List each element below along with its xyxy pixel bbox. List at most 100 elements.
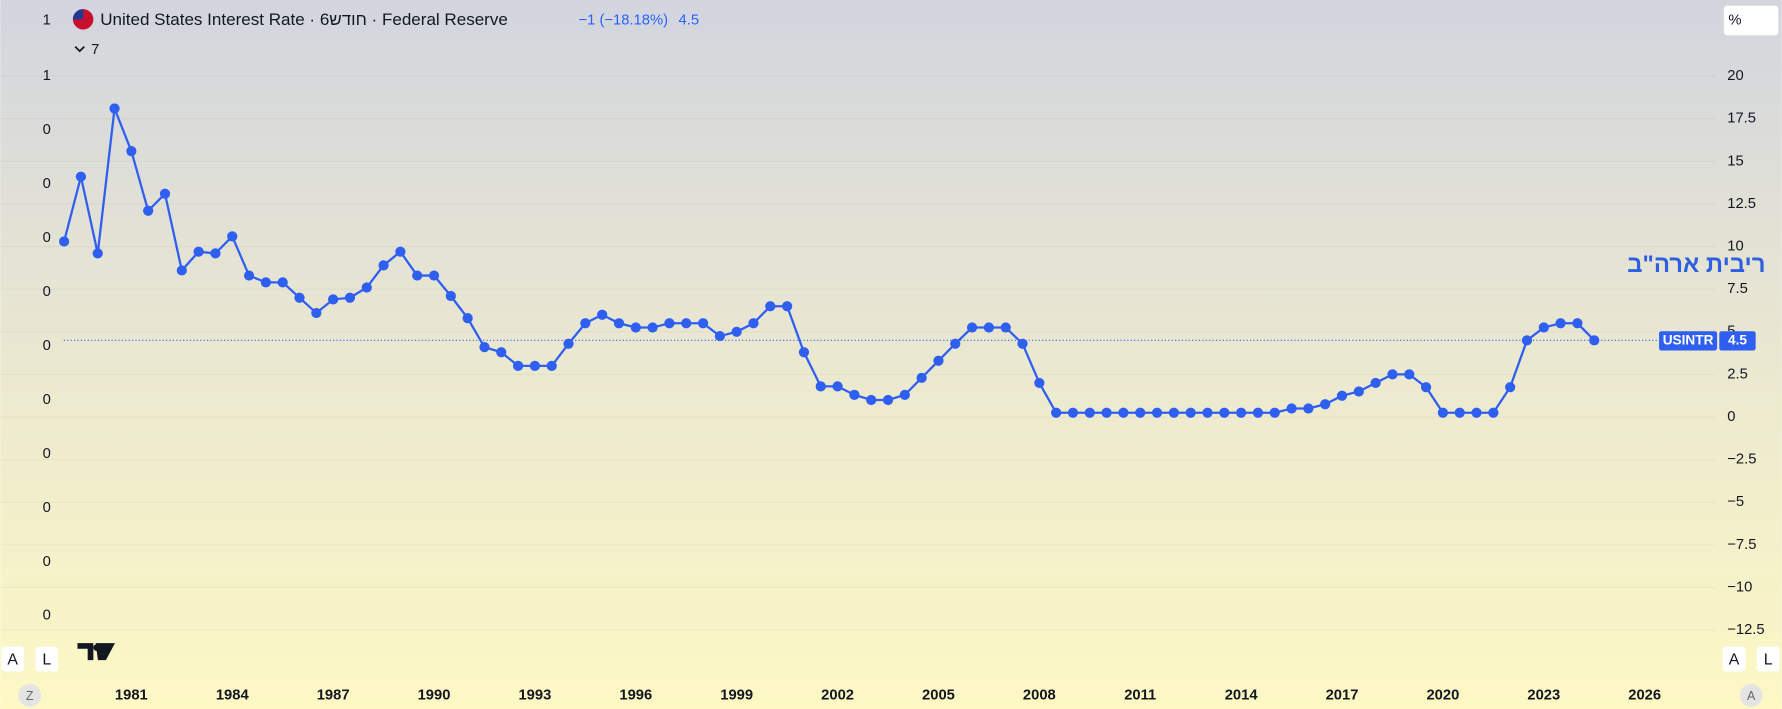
y-tick-label: 12.5 bbox=[1727, 196, 1756, 212]
corner-button[interactable] bbox=[1739, 684, 1763, 707]
x-tick-label: 2026 bbox=[1628, 687, 1661, 703]
point bbox=[193, 246, 204, 257]
button-label[interactable]: L bbox=[1764, 651, 1773, 668]
point bbox=[1404, 369, 1415, 380]
unit-button-label[interactable]: % bbox=[1728, 12, 1741, 28]
last-label: 4.5 bbox=[679, 12, 700, 28]
left-axis-label: 1 bbox=[43, 12, 51, 28]
point bbox=[361, 282, 372, 293]
y-tick-label: 2.5 bbox=[1727, 366, 1748, 382]
y-tick-label: −2.5 bbox=[1727, 452, 1756, 468]
point bbox=[126, 146, 137, 157]
point bbox=[681, 318, 692, 329]
point bbox=[580, 318, 591, 329]
point bbox=[1555, 318, 1566, 329]
symbol-tag bbox=[1659, 331, 1718, 351]
left-axis-label: 0 bbox=[43, 500, 51, 516]
left-axis-label: 0 bbox=[43, 176, 51, 192]
point bbox=[92, 248, 103, 259]
point bbox=[933, 355, 944, 366]
chevron[interactable] bbox=[74, 45, 85, 53]
point bbox=[243, 270, 255, 281]
x-tick-label: 2014 bbox=[1225, 687, 1259, 703]
point bbox=[798, 347, 810, 358]
point bbox=[1017, 338, 1028, 349]
point bbox=[563, 338, 574, 349]
point bbox=[916, 372, 927, 383]
y-tick-label: −7.5 bbox=[1727, 537, 1756, 553]
left-axis-label: 0 bbox=[43, 338, 51, 354]
x-tick-label: 2002 bbox=[821, 687, 854, 703]
point bbox=[1101, 407, 1112, 418]
unit-button[interactable] bbox=[1723, 5, 1779, 36]
point bbox=[714, 330, 725, 342]
x-tick-label: 2005 bbox=[922, 687, 955, 703]
point bbox=[143, 205, 154, 216]
point bbox=[832, 381, 843, 392]
point bbox=[1168, 407, 1179, 418]
point bbox=[1118, 407, 1129, 418]
button[interactable] bbox=[1722, 646, 1746, 672]
x-tick-label: 2023 bbox=[1527, 687, 1560, 703]
y-tick-label: 20 bbox=[1727, 68, 1743, 84]
interval-count[interactable]: 7 bbox=[91, 42, 99, 58]
y-tick-label: 0 bbox=[1727, 409, 1735, 425]
annotation: ריבית ארה"ב bbox=[1627, 251, 1765, 278]
point bbox=[1336, 390, 1348, 401]
button[interactable] bbox=[1756, 646, 1780, 672]
y-tick-label: 15 bbox=[1727, 153, 1743, 169]
button-label[interactable]: A bbox=[7, 651, 18, 668]
point bbox=[546, 360, 557, 372]
point bbox=[1084, 407, 1095, 418]
left-axis-label: 0 bbox=[43, 230, 51, 246]
left-axis-label: 0 bbox=[43, 284, 51, 300]
point bbox=[58, 236, 70, 247]
point bbox=[1572, 318, 1583, 329]
x-tick-label: 1987 bbox=[317, 687, 350, 703]
point bbox=[496, 347, 507, 358]
y-tick-label: 10 bbox=[1727, 238, 1743, 254]
point bbox=[1303, 403, 1314, 414]
point bbox=[1286, 403, 1297, 414]
point bbox=[1505, 382, 1516, 393]
logo bbox=[77, 643, 115, 661]
button[interactable] bbox=[35, 646, 59, 672]
point bbox=[1589, 335, 1600, 346]
x-tick-label: 1981 bbox=[115, 687, 148, 703]
point bbox=[1471, 407, 1482, 418]
point bbox=[445, 290, 456, 302]
point bbox=[1202, 407, 1213, 418]
point bbox=[1269, 407, 1280, 418]
point bbox=[664, 318, 675, 329]
point bbox=[882, 394, 894, 406]
button-label[interactable]: A bbox=[1729, 651, 1740, 668]
point bbox=[1353, 386, 1364, 397]
flag-canton bbox=[72, 9, 84, 20]
point bbox=[983, 322, 995, 333]
point bbox=[227, 231, 238, 242]
corner-button-label[interactable]: Z bbox=[26, 689, 34, 703]
point bbox=[1151, 407, 1163, 418]
point bbox=[849, 389, 860, 400]
point bbox=[748, 318, 759, 329]
y-tick-label: 7.5 bbox=[1727, 281, 1748, 297]
left-axis-label: 0 bbox=[43, 392, 51, 408]
left-axis-label: 0 bbox=[43, 446, 51, 462]
x-tick-label: 2017 bbox=[1326, 687, 1359, 703]
point bbox=[344, 292, 356, 303]
point bbox=[1067, 407, 1079, 418]
point bbox=[782, 301, 793, 312]
point bbox=[1370, 377, 1381, 389]
symbol-tag-label: USINTR bbox=[1663, 332, 1714, 347]
x-tick-label: 1996 bbox=[619, 687, 652, 703]
button[interactable] bbox=[1, 646, 25, 672]
button-label[interactable]: L bbox=[42, 651, 51, 668]
point bbox=[1521, 335, 1533, 346]
x-tick-label: 1990 bbox=[418, 687, 451, 703]
left-axis-label: 0 bbox=[43, 554, 51, 570]
corner-button-label[interactable]: A bbox=[1747, 689, 1756, 703]
x-tick-label: 1984 bbox=[216, 687, 250, 703]
corner-button[interactable] bbox=[18, 684, 42, 707]
point bbox=[613, 318, 625, 329]
